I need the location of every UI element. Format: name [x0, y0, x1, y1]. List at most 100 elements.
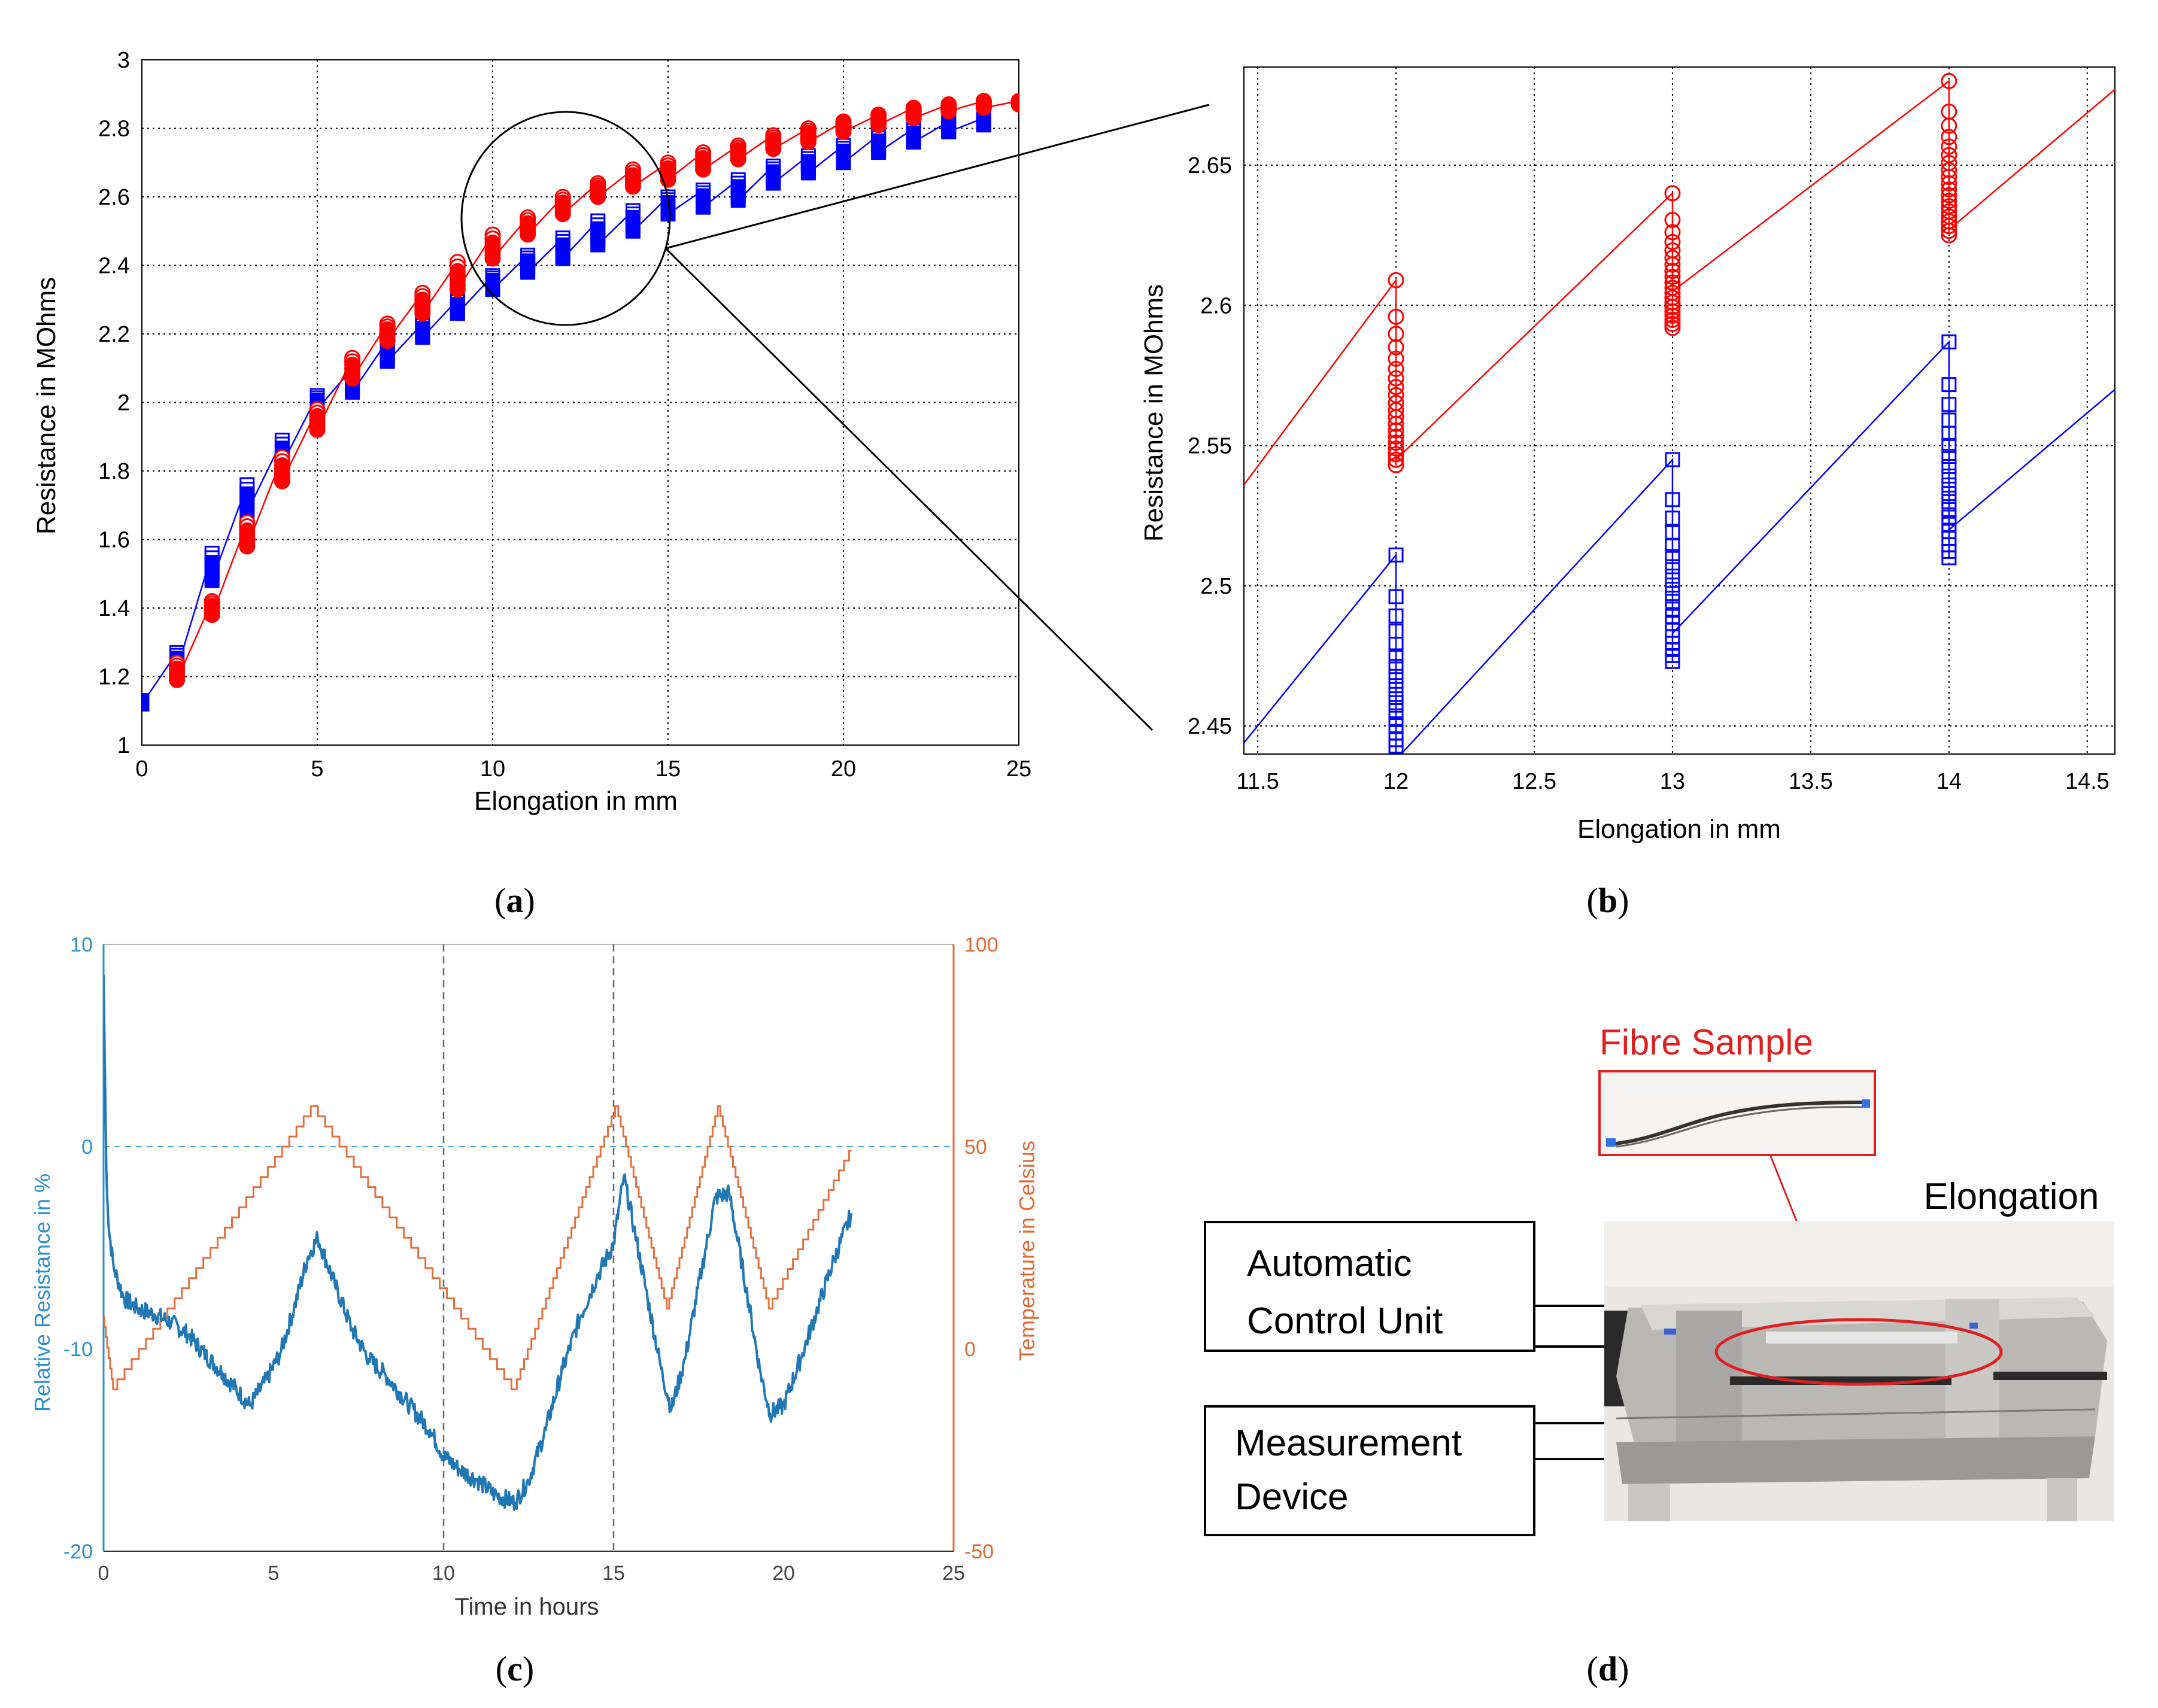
panel-b-red-marker — [1388, 326, 1404, 342]
measurement-device-label-line1: Measurement — [1235, 1423, 1462, 1464]
panel-a-red-marker — [204, 606, 220, 623]
panel-a-blue-marker — [450, 306, 465, 321]
panel-c-x-label: Time in hours — [455, 1594, 599, 1620]
panel-c-axes: 0 5 10 15 20 25 -20 -10 0 10 -50 0 50 100 — [63, 934, 998, 1585]
panel-a-blue-marker — [730, 193, 746, 208]
panel-b-chart: 11.5 12 12.5 13 13.5 14 14.5 2.45 2.5 2.55 2.6 2.65… — [1139, 66, 2115, 920]
panel-b-red-marker — [1941, 169, 1957, 186]
panel-b-blue-marker — [1388, 695, 1404, 710]
fibre-highlight-ellipse — [1714, 1318, 2003, 1386]
elongation-label: Elongation — [1923, 1176, 2099, 1217]
panel-b-red-marker — [1941, 138, 1957, 155]
panel-c-series — [104, 944, 954, 1551]
panel-a-x-tick-label: 10 — [480, 756, 505, 782]
panel-b-y-tick-label: 2.5 — [1200, 574, 1232, 599]
panel-b-red-marker — [1388, 415, 1404, 432]
panel-b-red-marker — [1664, 233, 1681, 250]
panel-b-red-marker — [1941, 187, 1957, 203]
panel-b-red-marker — [1388, 370, 1404, 387]
panel-b-blue-marker — [1388, 668, 1404, 684]
panel-b-blue-marker — [1665, 549, 1680, 564]
panel-a-caption: (a) — [494, 881, 535, 920]
panel-b-red-marker — [1941, 129, 1957, 145]
panel-b-y-label: Resistance in MOhms — [1139, 284, 1168, 542]
panel-a-red-marker — [1010, 96, 1019, 113]
panel-a-y-label: Resistance in MOhms — [32, 277, 61, 534]
panel-a-red-marker — [309, 421, 326, 438]
panel-a-x-tick-label: 15 — [655, 756, 681, 782]
panel-b-red-marker — [1388, 446, 1404, 463]
panel-b-blue-marker — [1388, 678, 1404, 694]
panel-a-x-tick-label: 5 — [311, 756, 323, 782]
panel-b-blue-marker — [1941, 494, 1957, 509]
panel-a-red-marker — [239, 538, 256, 555]
panel-b-x-label: Elongation in mm — [1577, 815, 1781, 844]
panel-a-x-tick-label: 25 — [1006, 756, 1031, 782]
panel-b-red-marker — [1664, 315, 1681, 332]
panel-a-y-tick-label: 1.8 — [98, 459, 130, 484]
panel-b-blue-marker — [1941, 459, 1957, 475]
panel-a-red-marker — [520, 226, 536, 243]
panel-b-blue-marker — [1941, 468, 1957, 484]
panel-a-blue-marker — [625, 223, 641, 239]
panel-b-blue-marker — [1941, 502, 1957, 517]
panel-b-x-tick-label: 14.5 — [2065, 769, 2110, 794]
panel-b-x-tick-label: 12.5 — [1512, 769, 1556, 794]
panel-a-blue-marker — [976, 117, 991, 133]
panel-b-x-tick-label: 11.5 — [1237, 769, 1279, 794]
panel-a-y-tick-label: 2.8 — [98, 117, 130, 142]
panel-b-blue-marker — [1941, 437, 1957, 453]
panel-b-red-marker — [1664, 274, 1681, 291]
panel-a-y-tick-label: 1.2 — [98, 665, 130, 690]
panel-c-x-tick-label: 20 — [772, 1562, 795, 1585]
panel-a-blue-marker — [520, 265, 536, 280]
panel-a-blue-marker — [871, 145, 887, 160]
panel-b-red-marker — [1941, 117, 1957, 134]
panel-b-red-line — [1244, 79, 2115, 485]
panel-a-red-marker — [414, 305, 431, 322]
panel-c-x-tick-label: 15 — [602, 1562, 625, 1585]
panel-b-red-marker — [1941, 181, 1957, 197]
panel-c-x-tick-label: 0 — [98, 1562, 110, 1585]
control-unit-label-line2: Control Unit — [1247, 1300, 1443, 1342]
panel-a-series — [142, 93, 1019, 712]
panel-b-red-marker — [1388, 361, 1404, 378]
panel-c-y-tick-label: 10 — [70, 934, 93, 956]
panel-b-y-tick-label: 2.45 — [1188, 714, 1232, 739]
panel-d-caption: (d) — [1587, 1649, 1629, 1688]
panel-a-red-marker — [554, 206, 571, 223]
panel-a-y-tick-label: 2.2 — [98, 322, 130, 347]
panel-c-y-tick-label: -20 — [63, 1540, 93, 1563]
panel-a-red-marker — [730, 151, 746, 168]
panel-a-x-label: Elongation in mm — [474, 786, 678, 816]
panel-a-chart: 0 5 10 15 20 25 1 1.2 1.4 1.6 1.8 2 2.2 2.4 2.6 2.8 3 El… — [32, 48, 1210, 920]
panel-c-y-tick-label-right: 50 — [964, 1136, 987, 1159]
panel-b-red-marker — [1388, 451, 1404, 468]
panel-b-blue-marker — [1665, 654, 1680, 669]
panel-c-caption-letter: c — [507, 1649, 523, 1688]
panel-a-red-marker — [800, 133, 817, 150]
panel-b-red-marker — [1664, 256, 1681, 273]
panel-b-blue-marker — [1665, 537, 1680, 553]
panel-a-x-tick-label: 0 — [135, 756, 148, 782]
panel-b-y-tick-label: 2.55 — [1188, 434, 1232, 459]
panel-b-red-marker — [1388, 440, 1404, 457]
panel-b-blue-marker — [1941, 449, 1957, 464]
panel-a-blue-marker — [800, 165, 816, 181]
panel-b-blue-marker — [1388, 648, 1404, 664]
panel-b-red-marker — [1664, 263, 1681, 279]
panel-b-red-marker — [1941, 175, 1957, 192]
panel-c-y-tick-label: -10 — [63, 1338, 93, 1361]
panel-b-axes: 11.5 12 12.5 13 13.5 14 14.5 2.45 2.5 2.55 2.6 2.65 — [1188, 153, 2110, 794]
panel-b-red-marker — [1664, 185, 1681, 202]
panel-b-red-marker — [1388, 409, 1404, 426]
panel-b-blue-marker — [1665, 559, 1680, 575]
panel-a-red-marker — [624, 178, 641, 195]
panel-b-blue-marker — [1388, 547, 1404, 563]
panel-b-blue-marker — [1941, 426, 1957, 441]
panel-a-red-marker — [379, 332, 396, 349]
panel-a-axes: 0 5 10 15 20 25 1 1.2 1.4 1.6 1.8 2 2.2 2.4 2.6 2.8 3 — [98, 48, 1031, 782]
test-rig-photo — [1604, 1221, 2114, 1521]
panel-a-blue-marker — [485, 282, 500, 297]
panel-b-x-tick-label: 13.5 — [1789, 769, 1833, 794]
